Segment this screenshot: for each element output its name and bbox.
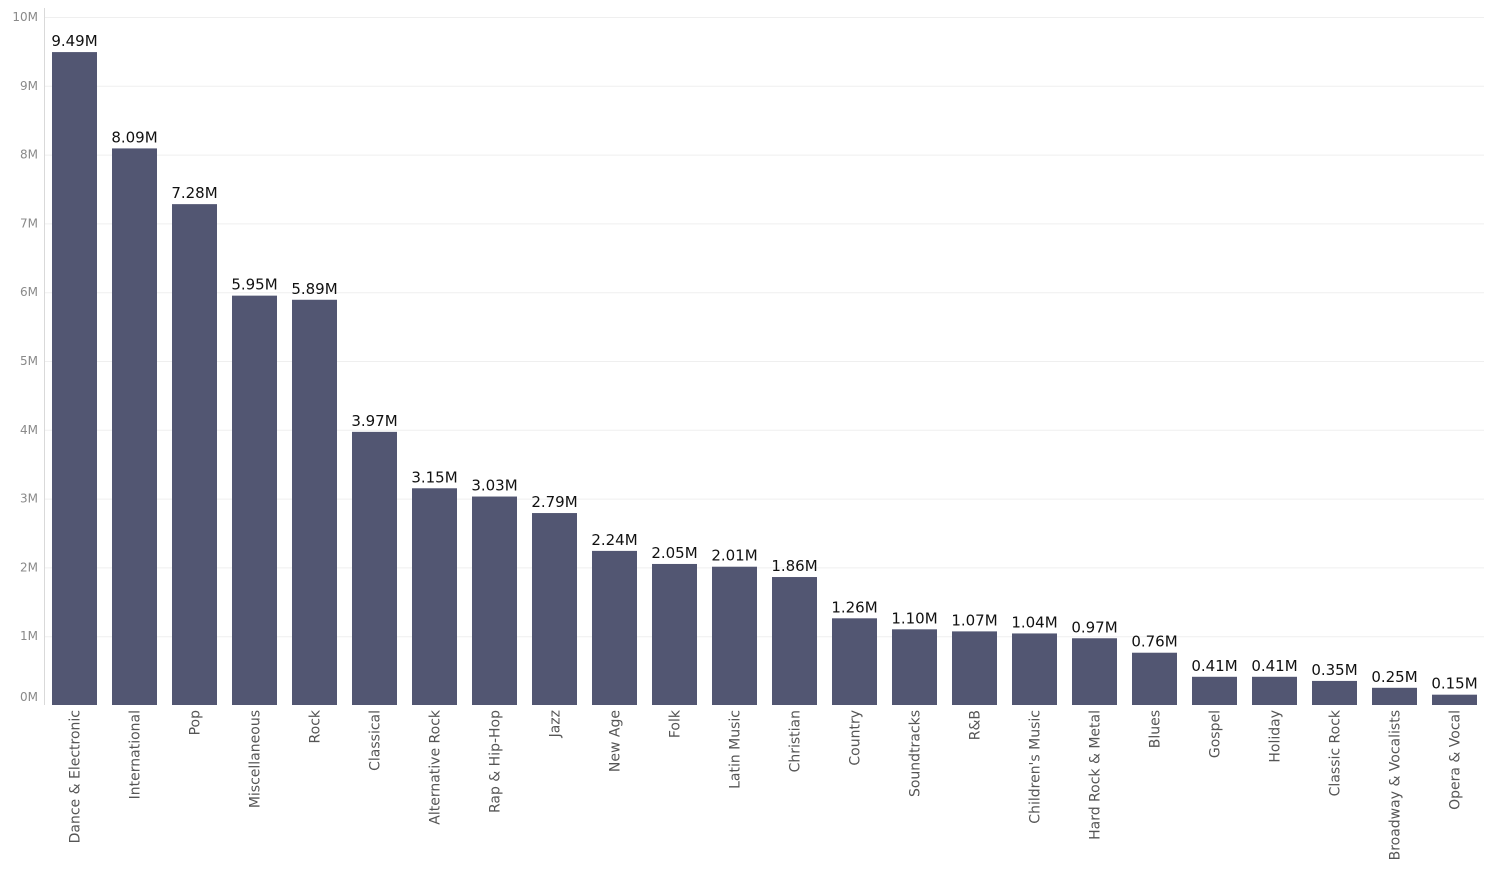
- x-category-label: Blues: [1148, 710, 1164, 748]
- data-label: 1.07M: [951, 611, 997, 629]
- data-label: 0.41M: [1191, 657, 1237, 675]
- data-labels: 9.49M 8.09M 7.28M 5.95M 5.89M 3.97M 3.15M 3.03M…: [51, 32, 1477, 693]
- bar: [772, 577, 817, 705]
- y-tick-label: 3M: [20, 492, 38, 506]
- x-category-label: Christian: [788, 710, 804, 772]
- data-label: 3.97M: [351, 412, 397, 430]
- x-category-label: Miscellaneous: [248, 710, 264, 808]
- y-tick-label: 0M: [20, 690, 38, 704]
- bar: [712, 566, 757, 705]
- x-category-label: Country: [848, 710, 864, 766]
- data-label: 1.04M: [1011, 613, 1057, 631]
- bar: [1012, 633, 1057, 705]
- x-category-label: Jazz: [548, 710, 564, 738]
- data-label: 0.76M: [1131, 633, 1177, 651]
- x-axis: Dance & Electronic International Pop Miscel…: [68, 709, 1464, 860]
- data-label: 0.41M: [1251, 657, 1297, 675]
- bar: [1312, 680, 1357, 705]
- x-category-label: Pop: [188, 710, 204, 736]
- data-label: 5.95M: [231, 276, 277, 294]
- data-label: 2.79M: [531, 493, 577, 511]
- x-category-label: Classic Rock: [1328, 709, 1344, 796]
- bar: [352, 431, 397, 705]
- x-category-label: Hard Rock & Metal: [1088, 710, 1104, 840]
- x-category-label: Soundtracks: [908, 710, 924, 797]
- data-label: 0.15M: [1431, 675, 1477, 693]
- y-tick-label: 4M: [20, 423, 38, 437]
- bar: [1372, 687, 1417, 705]
- data-label: 1.86M: [771, 557, 817, 575]
- x-category-label: Opera & Vocal: [1448, 710, 1464, 810]
- x-category-label: International: [128, 710, 144, 799]
- data-label: 2.24M: [591, 531, 637, 549]
- bar: [652, 563, 697, 705]
- bar: [1132, 652, 1177, 705]
- bar: [1252, 676, 1297, 705]
- bar: [112, 148, 157, 705]
- gridlines: [44, 17, 1484, 638]
- bar: [532, 513, 577, 705]
- bar: [892, 629, 937, 705]
- bar: [592, 550, 637, 705]
- y-axis: 0M 1M 2M 3M 4M 5M 6M 7M 8M 9M 10M: [12, 8, 45, 705]
- data-label: 8.09M: [111, 128, 157, 146]
- data-label: 3.15M: [411, 468, 457, 486]
- bar: [832, 618, 877, 705]
- y-tick-label: 9M: [20, 79, 38, 93]
- x-category-label: Dance & Electronic: [68, 710, 84, 843]
- y-tick-label: 2M: [20, 560, 38, 574]
- bar: [232, 295, 277, 705]
- data-label: 7.28M: [171, 184, 217, 202]
- bars: [52, 52, 1477, 706]
- x-category-label: Rock: [308, 709, 324, 743]
- bar: [412, 488, 457, 705]
- bar: [952, 631, 997, 705]
- x-category-label: Alternative Rock: [428, 709, 444, 825]
- data-label: 5.89M: [291, 280, 337, 298]
- x-category-label: New Age: [608, 710, 624, 772]
- bar: [472, 496, 517, 705]
- data-label: 2.05M: [651, 544, 697, 562]
- x-category-label: Rap & Hip-Hop: [488, 710, 504, 813]
- data-label: 0.25M: [1371, 668, 1417, 686]
- bar: [1432, 694, 1477, 705]
- y-tick-label: 5M: [20, 354, 38, 368]
- x-category-label: Broadway & Vocalists: [1388, 710, 1404, 860]
- data-label: 2.01M: [711, 547, 757, 565]
- x-category-label: Classical: [368, 710, 384, 771]
- bar: [172, 204, 217, 706]
- x-category-label: Folk: [668, 709, 684, 738]
- x-category-label: R&B: [968, 710, 984, 740]
- data-label: 1.26M: [831, 598, 877, 616]
- bar: [1192, 676, 1237, 705]
- bar: [52, 52, 97, 705]
- data-label: 0.97M: [1071, 618, 1117, 636]
- y-tick-label: 8M: [20, 148, 38, 162]
- y-tick-label: 1M: [20, 629, 38, 643]
- x-category-label: Children's Music: [1028, 710, 1044, 824]
- y-tick-label: 6M: [20, 285, 38, 299]
- data-label: 1.10M: [891, 609, 937, 627]
- y-tick-label: 10M: [12, 10, 38, 24]
- x-category-label: Holiday: [1268, 710, 1284, 763]
- data-label: 0.35M: [1311, 661, 1357, 679]
- data-label: 9.49M: [51, 32, 97, 50]
- data-label: 3.03M: [471, 477, 517, 495]
- bar: [292, 299, 337, 705]
- y-tick-label: 7M: [20, 216, 38, 230]
- x-category-label: Latin Music: [728, 710, 744, 789]
- x-category-label: Gospel: [1208, 710, 1224, 758]
- bar: [1072, 638, 1117, 705]
